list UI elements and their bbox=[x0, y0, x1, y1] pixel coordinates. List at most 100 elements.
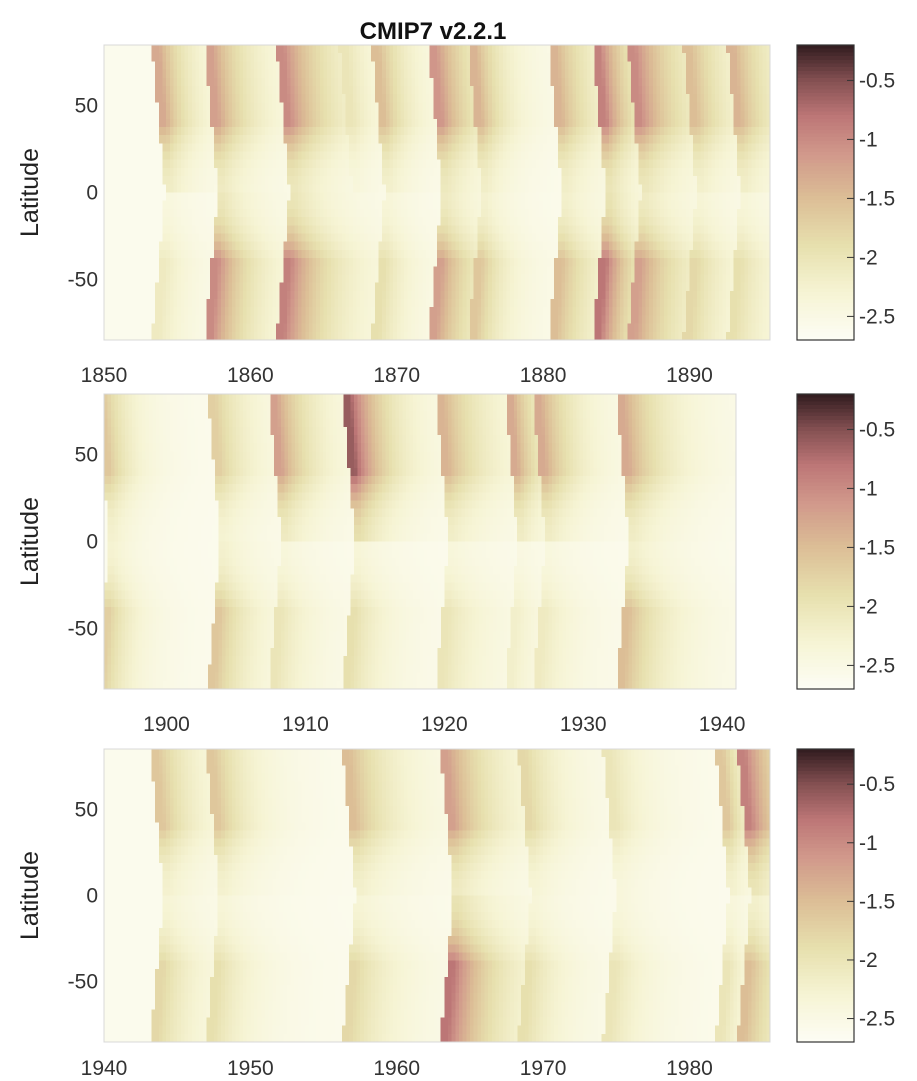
heatmap-cell bbox=[319, 77, 325, 87]
heatmap-cell bbox=[210, 110, 215, 120]
heatmap-cell bbox=[528, 200, 533, 210]
heatmap-cell bbox=[341, 184, 347, 194]
heatmap-cell bbox=[455, 53, 460, 62]
heatmap-cell bbox=[583, 315, 588, 325]
heatmap-cell bbox=[565, 45, 570, 54]
heatmap-cell bbox=[118, 143, 123, 153]
heatmap-cell bbox=[283, 249, 288, 259]
heatmap-cell bbox=[404, 282, 409, 292]
heatmap-cell bbox=[466, 266, 471, 276]
heatmap-cell bbox=[447, 110, 453, 120]
heatmap-cell bbox=[265, 225, 270, 235]
heatmap-cell bbox=[587, 126, 592, 136]
heatmap-cell bbox=[114, 118, 120, 128]
heatmap-cell bbox=[323, 200, 328, 210]
heatmap-cell bbox=[290, 118, 295, 128]
heatmap-cell bbox=[125, 249, 131, 259]
heatmap-cell bbox=[521, 331, 526, 341]
heatmap-cell bbox=[147, 323, 153, 333]
heatmap-cell bbox=[297, 167, 303, 177]
heatmap-cell bbox=[180, 118, 186, 128]
heatmap-cell bbox=[136, 274, 142, 284]
heatmap-cell bbox=[334, 282, 339, 292]
heatmap-cell bbox=[426, 110, 431, 120]
heatmap-cell bbox=[221, 102, 226, 112]
heatmap-cell bbox=[272, 307, 277, 317]
heatmap-cell bbox=[550, 45, 555, 54]
heatmap-cell bbox=[374, 151, 380, 161]
heatmap-cell bbox=[118, 94, 123, 103]
heatmap-cell bbox=[426, 274, 431, 284]
heatmap-cell bbox=[528, 331, 533, 341]
heatmap-cell bbox=[341, 176, 347, 185]
heatmap-cell bbox=[235, 126, 240, 136]
heatmap-cell bbox=[129, 282, 134, 292]
heatmap-cell bbox=[601, 208, 606, 218]
heatmap-cell bbox=[480, 151, 486, 161]
heatmap-cell bbox=[122, 282, 127, 292]
heatmap-cell bbox=[572, 307, 577, 317]
heatmap-cell bbox=[232, 274, 237, 284]
heatmap-cell bbox=[114, 331, 120, 341]
heatmap-cell bbox=[583, 159, 588, 169]
heatmap-cell bbox=[407, 307, 412, 317]
heatmap-cell bbox=[415, 85, 420, 95]
heatmap-cell bbox=[140, 167, 145, 177]
heatmap-cell bbox=[440, 151, 445, 161]
heatmap-cell bbox=[199, 167, 204, 177]
heatmap-cell bbox=[466, 225, 471, 235]
heatmap-cell bbox=[393, 53, 398, 62]
heatmap-cell bbox=[268, 241, 273, 251]
heatmap-cell bbox=[111, 110, 116, 120]
heatmap-cell bbox=[608, 118, 614, 128]
heatmap-cell bbox=[473, 331, 478, 341]
heatmap-cell bbox=[144, 192, 149, 202]
heatmap-cell bbox=[382, 315, 387, 325]
heatmap-cell bbox=[114, 282, 120, 292]
heatmap-cell bbox=[557, 249, 563, 259]
heatmap-cell bbox=[488, 315, 493, 325]
heatmap-cell bbox=[188, 331, 193, 341]
heatmap-cell bbox=[400, 45, 405, 54]
heatmap-cell bbox=[576, 299, 581, 308]
heatmap-cell bbox=[382, 208, 387, 218]
heatmap-cell bbox=[257, 241, 262, 251]
heatmap-cell bbox=[184, 143, 189, 153]
heatmap-cell bbox=[118, 299, 123, 308]
heatmap-cell bbox=[327, 233, 332, 243]
heatmap-cell bbox=[393, 126, 398, 136]
heatmap-cell bbox=[286, 299, 292, 308]
heatmap-cell bbox=[458, 61, 464, 71]
heatmap-cell bbox=[528, 315, 533, 325]
heatmap-cell bbox=[371, 45, 376, 54]
heatmap-cell bbox=[385, 159, 391, 169]
heatmap-cell bbox=[608, 94, 614, 103]
heatmap-cell bbox=[583, 61, 588, 71]
heatmap-cell bbox=[250, 299, 255, 308]
heatmap-cell bbox=[363, 167, 369, 177]
heatmap-cell bbox=[177, 85, 182, 95]
heatmap-cell bbox=[327, 208, 332, 218]
heatmap-cell bbox=[257, 94, 262, 103]
heatmap-cell bbox=[572, 159, 577, 169]
heatmap-cell bbox=[473, 307, 478, 317]
heatmap-cell bbox=[206, 69, 211, 79]
heatmap-cell bbox=[254, 258, 259, 267]
heatmap-cell bbox=[125, 200, 131, 210]
heatmap-cell bbox=[217, 225, 222, 235]
heatmap-cell bbox=[608, 69, 614, 79]
heatmap-cell bbox=[206, 241, 211, 251]
heatmap-cell bbox=[283, 110, 288, 120]
heatmap-cell bbox=[400, 159, 405, 169]
heatmap-cell bbox=[279, 217, 284, 226]
heatmap-cell bbox=[378, 151, 383, 161]
heatmap-cell bbox=[458, 85, 464, 95]
heatmap-cell bbox=[371, 233, 376, 243]
heatmap-cell bbox=[297, 282, 303, 292]
heatmap-cell bbox=[480, 274, 486, 284]
heatmap-cell bbox=[561, 102, 566, 112]
heatmap-cell bbox=[576, 77, 581, 87]
heatmap-cell bbox=[184, 85, 189, 95]
heatmap-cell bbox=[576, 184, 581, 194]
heatmap-cell bbox=[166, 266, 171, 276]
